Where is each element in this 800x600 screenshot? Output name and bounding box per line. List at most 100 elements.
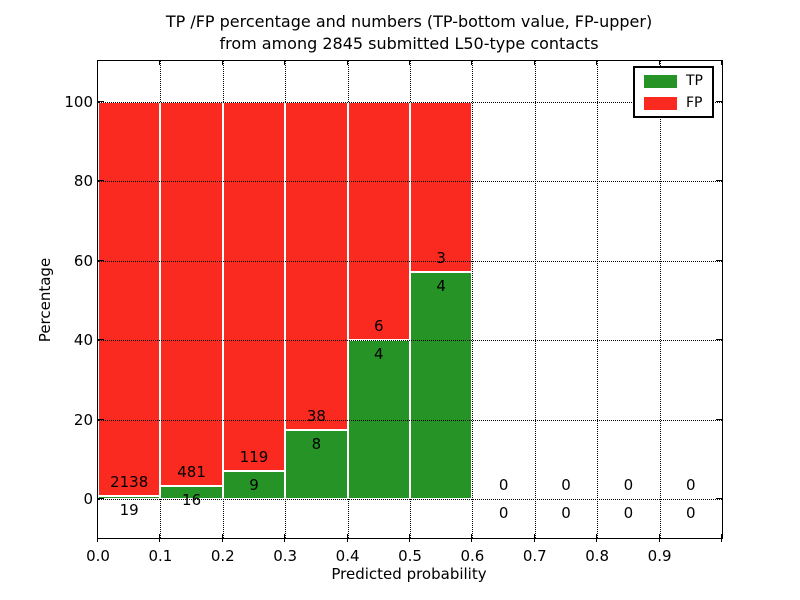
- bar-fp-count-label: 0: [623, 476, 634, 495]
- bar-fp-count-label: 3: [436, 249, 446, 268]
- y-tick-label: 20: [73, 410, 93, 429]
- bar-tp-count-label: 19: [119, 500, 139, 519]
- x-tick-label: 0.4: [335, 547, 360, 565]
- bar-fp-segment: [160, 101, 223, 487]
- x-tick: [221, 61, 223, 65]
- x-tick-label: 0.3: [273, 547, 298, 565]
- bar-fp-count-label: 38: [306, 407, 326, 425]
- x-tick: [346, 61, 348, 65]
- x-tick: [97, 534, 98, 542]
- y-tick: [716, 259, 722, 261]
- legend-item-fp: FP: [644, 96, 703, 110]
- x-tick: [97, 61, 98, 65]
- x-tick-label: 0.5: [398, 547, 422, 565]
- x-tick: [596, 61, 598, 65]
- gridline-h: [98, 260, 722, 262]
- gridline-v: [472, 61, 474, 538]
- bar-tp-segment: [410, 272, 473, 500]
- chart-title-line2: from among 2845 submitted L50-type conta…: [219, 34, 599, 53]
- y-tick-label: 0: [83, 490, 93, 509]
- x-tick: [471, 534, 473, 542]
- y-tick: [716, 339, 722, 341]
- bar-tp-count-label: 16: [182, 491, 202, 510]
- legend-label-fp: FP: [686, 95, 703, 111]
- bar-tp-count-label: 8: [311, 435, 322, 453]
- x-tick-label: 0.2: [210, 547, 235, 565]
- gridline-v: [534, 61, 536, 538]
- y-tick: [98, 259, 104, 261]
- x-tick: [284, 534, 286, 542]
- x-tick: [471, 61, 473, 65]
- x-tick: [221, 534, 223, 542]
- legend: TP FP: [633, 66, 714, 118]
- y-tick: [98, 418, 104, 420]
- bar-tp-count-label: 9: [249, 476, 259, 495]
- gridline-h: [98, 101, 722, 103]
- x-tick-label: 0.0: [86, 547, 110, 565]
- x-tick: [533, 534, 535, 542]
- bar-tp-count-label: 0: [623, 504, 634, 523]
- y-tick: [716, 100, 722, 102]
- y-tick: [98, 180, 104, 182]
- bar-tp-count-label: 4: [374, 345, 384, 364]
- x-tick-label: 0.7: [522, 547, 547, 565]
- x-tick: [596, 534, 598, 542]
- bar-tp-count-label: 0: [561, 504, 571, 523]
- y-tick: [716, 498, 722, 500]
- x-tick: [721, 534, 722, 542]
- gridline-v: [659, 61, 661, 538]
- x-tick: [409, 534, 410, 542]
- x-tick: [658, 61, 660, 65]
- y-axis-label: Percentage: [36, 257, 54, 343]
- bar-fp-segment: [285, 101, 348, 430]
- bar-fp-count-label: 119: [239, 448, 269, 467]
- bar-tp-count-label: 4: [436, 277, 446, 296]
- y-tick-label: 100: [64, 92, 93, 111]
- legend-swatch-tp-icon: [644, 74, 677, 88]
- chart-title: TP /FP percentage and numbers (TP-bottom…: [97, 11, 721, 55]
- bar-fp-segment: [98, 101, 161, 496]
- x-tick: [346, 534, 348, 542]
- y-tick-label: 60: [73, 251, 93, 270]
- gridline-h: [98, 340, 722, 342]
- x-tick: [409, 61, 410, 65]
- bar-fp-count-label: 481: [177, 463, 206, 482]
- gridline-h: [98, 181, 722, 183]
- x-tick-label: 0.1: [148, 547, 173, 565]
- y-tick: [716, 418, 722, 420]
- gridline-h: [98, 419, 722, 421]
- bar-fp-segment: [347, 101, 410, 341]
- gridline-h: [98, 499, 722, 501]
- x-tick-label: 0.6: [460, 547, 485, 565]
- chart-title-line1: TP /FP percentage and numbers (TP-bottom…: [165, 12, 653, 31]
- bar-fp-count-label: 0: [686, 476, 696, 495]
- x-tick: [658, 534, 660, 542]
- y-tick: [716, 180, 722, 182]
- x-axis-label: Predicted probability: [331, 565, 487, 583]
- bar-fp-count-label: 0: [498, 476, 509, 495]
- x-tick: [533, 61, 535, 65]
- bar-fp-count-label: 2138: [110, 472, 149, 491]
- bar-tp-segment: [222, 471, 286, 500]
- x-tick: [284, 61, 286, 65]
- y-tick: [98, 498, 104, 500]
- plot-area: TP FP 2138 19 481 16 119 9 38 8 6 4 3 4 0 0 0 0 0 0 0 0 0.0 0…: [64, 60, 723, 565]
- y-tick-label: 80: [73, 172, 93, 191]
- x-tick: [159, 61, 161, 65]
- bar-tp-segment: [285, 430, 348, 500]
- bar-tp-count-label: 0: [686, 504, 696, 523]
- bar-tp-segment: [160, 486, 223, 500]
- bar-tp-count-label: 0: [498, 504, 509, 523]
- legend-swatch-fp-icon: [644, 96, 677, 110]
- y-tick: [98, 339, 104, 341]
- y-tick: [98, 100, 104, 102]
- bar-fp-segment: [410, 101, 473, 273]
- legend-item-tp: TP: [644, 74, 703, 88]
- legend-label-tp: TP: [686, 73, 703, 89]
- gridline-v: [597, 61, 599, 538]
- x-tick-label: 0.8: [585, 547, 610, 565]
- x-tick-label: 0.9: [647, 547, 672, 565]
- x-tick: [159, 534, 161, 542]
- bar-fp-segment: [222, 101, 286, 472]
